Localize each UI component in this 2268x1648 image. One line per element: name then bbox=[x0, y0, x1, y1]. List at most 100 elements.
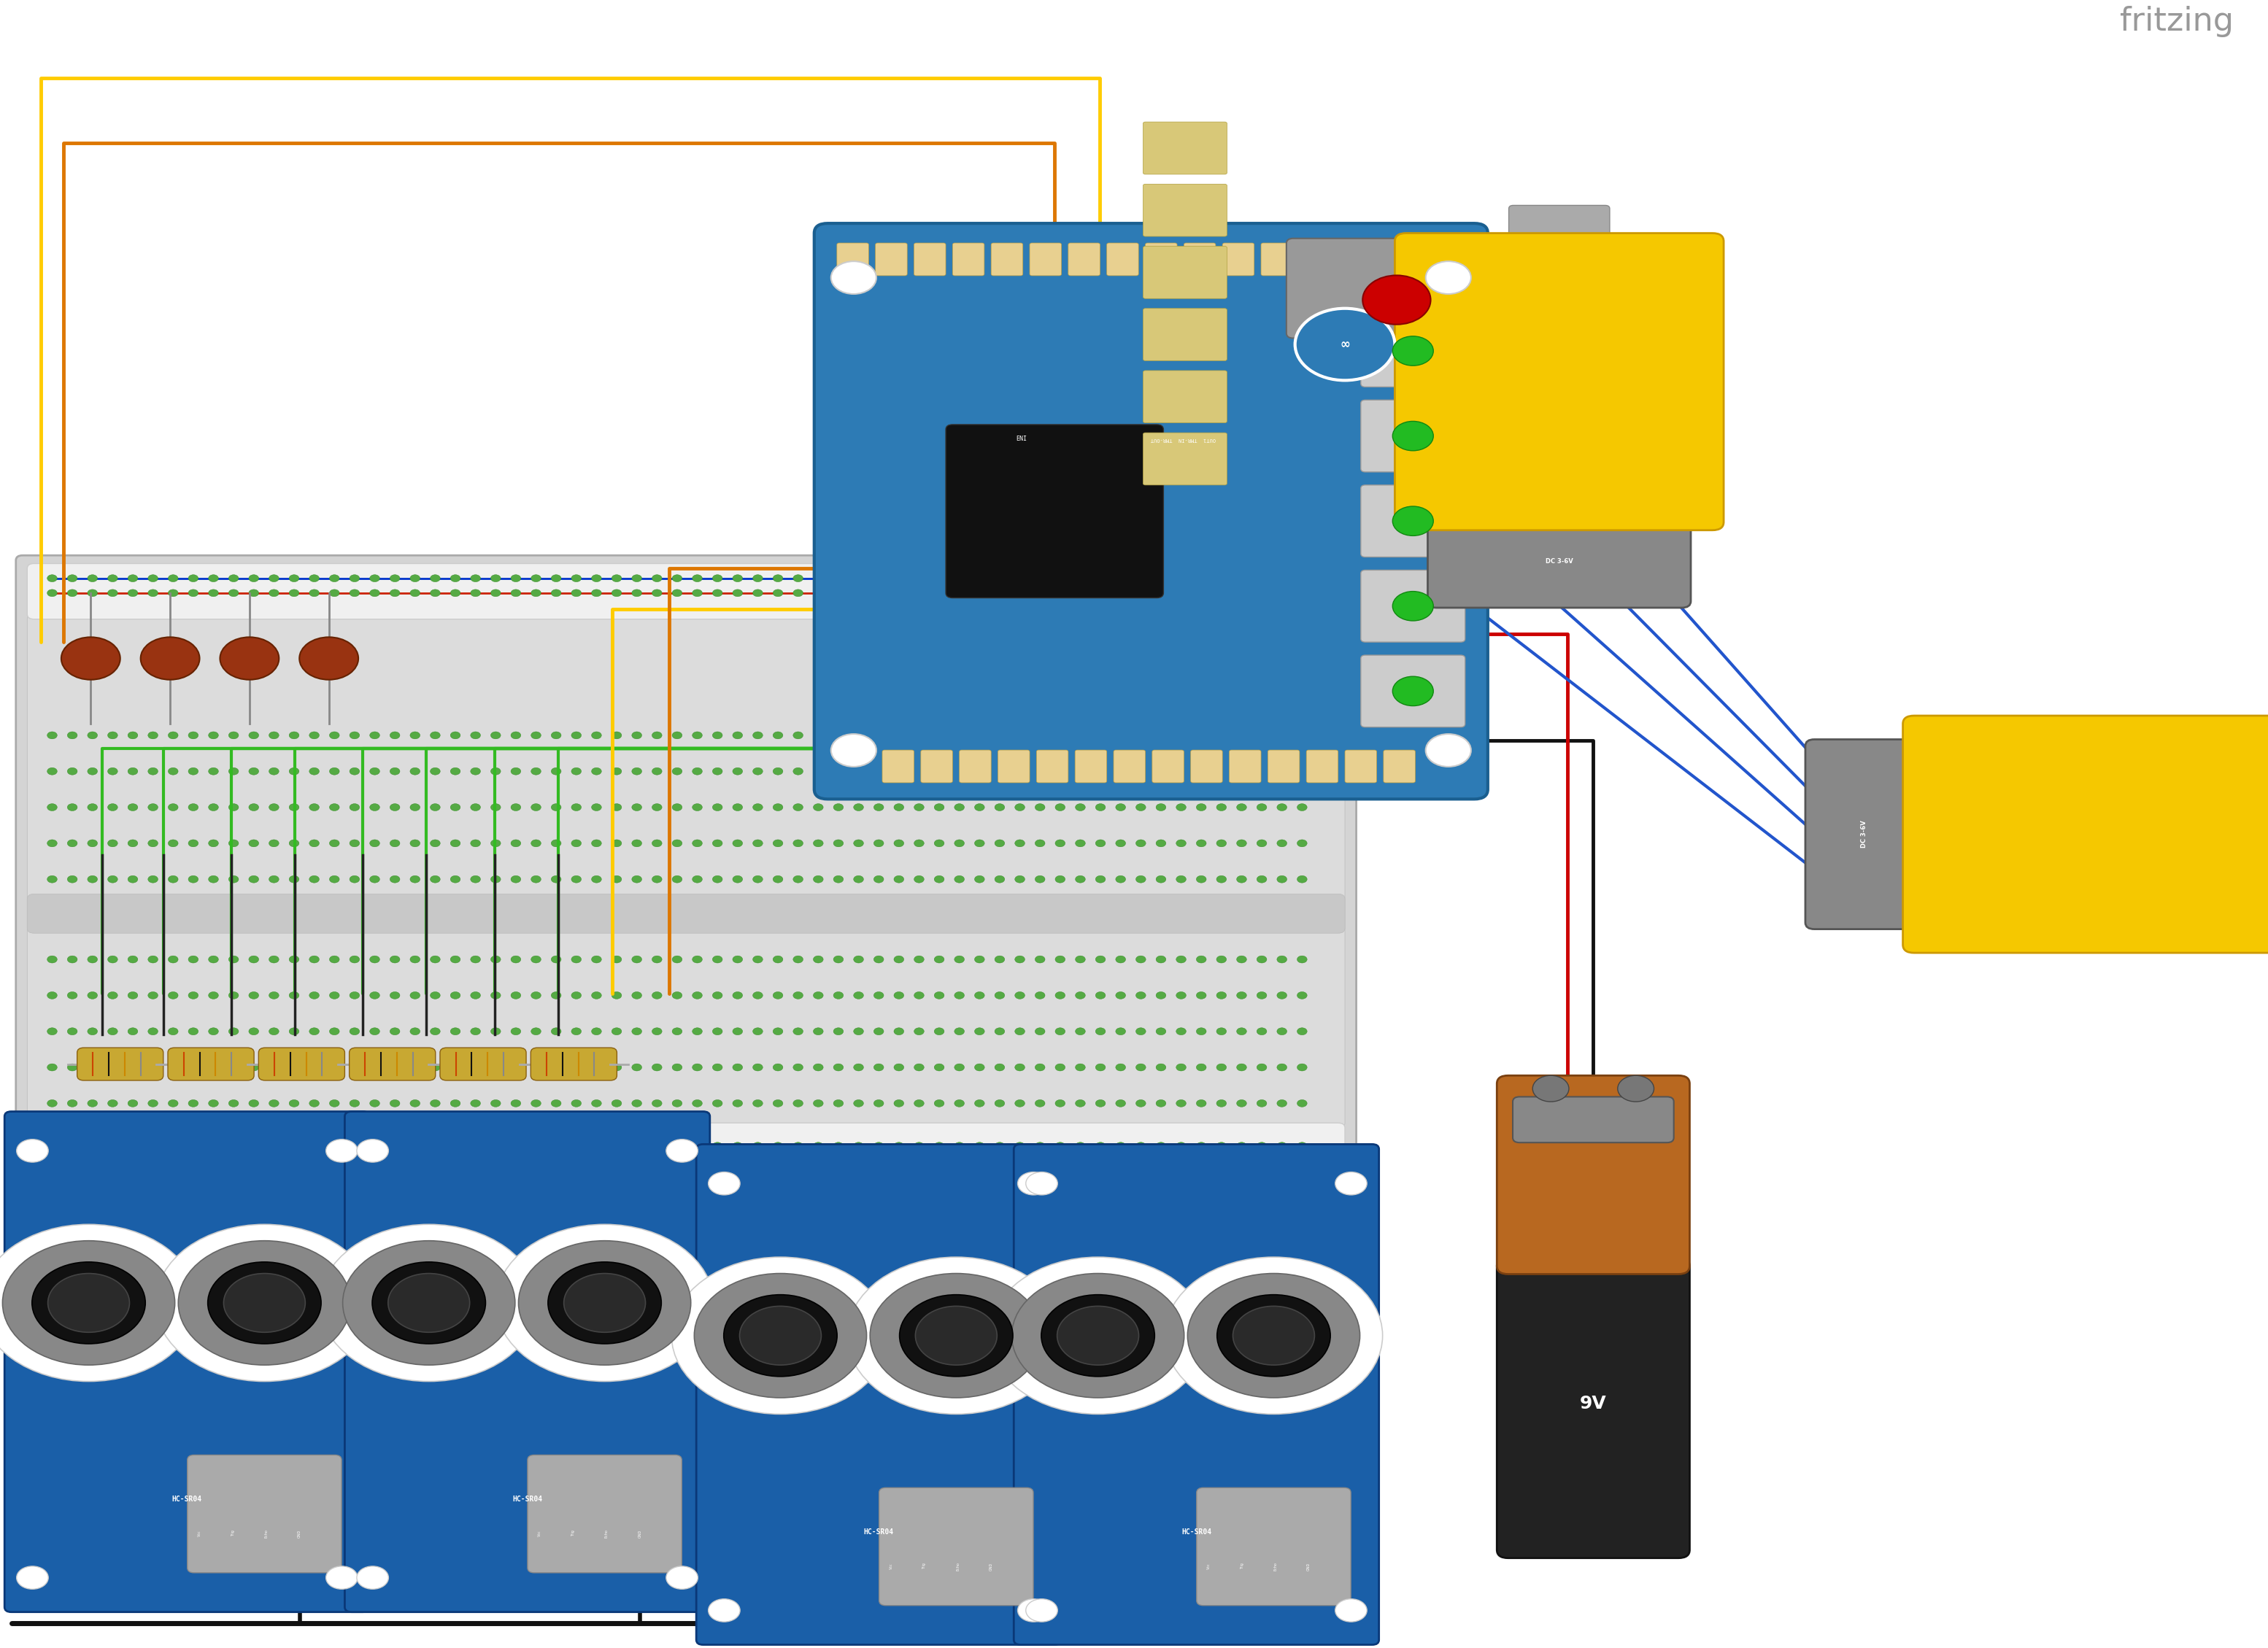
Circle shape bbox=[288, 575, 299, 582]
Circle shape bbox=[1177, 839, 1186, 847]
Circle shape bbox=[733, 1157, 742, 1163]
Circle shape bbox=[1075, 768, 1086, 775]
Circle shape bbox=[814, 992, 823, 999]
Circle shape bbox=[914, 956, 923, 962]
Circle shape bbox=[832, 575, 844, 582]
Circle shape bbox=[572, 1063, 581, 1071]
Circle shape bbox=[469, 992, 481, 999]
Circle shape bbox=[370, 839, 379, 847]
Circle shape bbox=[147, 732, 159, 738]
Circle shape bbox=[914, 992, 923, 999]
Circle shape bbox=[1034, 1099, 1046, 1107]
Circle shape bbox=[753, 1157, 762, 1163]
FancyBboxPatch shape bbox=[1383, 750, 1415, 783]
Circle shape bbox=[431, 1063, 440, 1071]
FancyBboxPatch shape bbox=[953, 242, 984, 275]
Circle shape bbox=[894, 875, 905, 883]
FancyBboxPatch shape bbox=[946, 425, 1163, 598]
Circle shape bbox=[1177, 1099, 1186, 1107]
Circle shape bbox=[147, 1099, 159, 1107]
Circle shape bbox=[794, 1157, 803, 1163]
Circle shape bbox=[612, 1099, 621, 1107]
Circle shape bbox=[1277, 839, 1286, 847]
Circle shape bbox=[914, 768, 923, 775]
FancyBboxPatch shape bbox=[1497, 1076, 1690, 1274]
Circle shape bbox=[188, 590, 197, 597]
Circle shape bbox=[733, 590, 742, 597]
FancyBboxPatch shape bbox=[1268, 750, 1300, 783]
Circle shape bbox=[1136, 575, 1145, 582]
Circle shape bbox=[1116, 875, 1125, 883]
Circle shape bbox=[1075, 839, 1086, 847]
Circle shape bbox=[651, 732, 662, 738]
Circle shape bbox=[147, 768, 159, 775]
Circle shape bbox=[229, 575, 238, 582]
Circle shape bbox=[1095, 804, 1105, 811]
Circle shape bbox=[308, 1099, 320, 1107]
FancyBboxPatch shape bbox=[875, 242, 907, 275]
Circle shape bbox=[1055, 875, 1066, 883]
Circle shape bbox=[1177, 575, 1186, 582]
Circle shape bbox=[510, 1099, 522, 1107]
Circle shape bbox=[975, 1028, 984, 1035]
Circle shape bbox=[288, 956, 299, 962]
FancyBboxPatch shape bbox=[345, 1111, 710, 1612]
Circle shape bbox=[873, 1099, 885, 1107]
Circle shape bbox=[147, 575, 159, 582]
Circle shape bbox=[671, 575, 683, 582]
Circle shape bbox=[1014, 1157, 1025, 1163]
Circle shape bbox=[1116, 732, 1125, 738]
Circle shape bbox=[370, 1157, 379, 1163]
Circle shape bbox=[288, 1157, 299, 1163]
Circle shape bbox=[249, 1099, 259, 1107]
Circle shape bbox=[188, 1157, 197, 1163]
Circle shape bbox=[1034, 1028, 1046, 1035]
Circle shape bbox=[451, 732, 460, 738]
Circle shape bbox=[794, 1028, 803, 1035]
Circle shape bbox=[733, 1063, 742, 1071]
Circle shape bbox=[88, 839, 98, 847]
Circle shape bbox=[814, 1028, 823, 1035]
Circle shape bbox=[712, 590, 723, 597]
Circle shape bbox=[349, 1028, 361, 1035]
Circle shape bbox=[249, 768, 259, 775]
Circle shape bbox=[551, 804, 560, 811]
Circle shape bbox=[370, 1142, 379, 1149]
Circle shape bbox=[490, 1028, 501, 1035]
Circle shape bbox=[1277, 575, 1286, 582]
Circle shape bbox=[48, 992, 57, 999]
Circle shape bbox=[873, 956, 885, 962]
Circle shape bbox=[651, 575, 662, 582]
Circle shape bbox=[68, 839, 77, 847]
Circle shape bbox=[712, 768, 723, 775]
Circle shape bbox=[48, 875, 57, 883]
Circle shape bbox=[753, 992, 762, 999]
Circle shape bbox=[209, 768, 218, 775]
Circle shape bbox=[370, 1063, 379, 1071]
Circle shape bbox=[48, 768, 57, 775]
Circle shape bbox=[188, 1028, 197, 1035]
Circle shape bbox=[469, 732, 481, 738]
Circle shape bbox=[329, 839, 340, 847]
Circle shape bbox=[633, 732, 642, 738]
Circle shape bbox=[229, 956, 238, 962]
Circle shape bbox=[612, 768, 621, 775]
Text: GND: GND bbox=[989, 1562, 993, 1571]
Circle shape bbox=[934, 1099, 943, 1107]
Text: GND: GND bbox=[297, 1529, 302, 1538]
Circle shape bbox=[147, 590, 159, 597]
Circle shape bbox=[1116, 839, 1125, 847]
Circle shape bbox=[431, 875, 440, 883]
Circle shape bbox=[68, 590, 77, 597]
Circle shape bbox=[1136, 732, 1145, 738]
Circle shape bbox=[612, 1157, 621, 1163]
Circle shape bbox=[519, 1241, 692, 1365]
FancyBboxPatch shape bbox=[440, 1048, 526, 1081]
Circle shape bbox=[431, 732, 440, 738]
Circle shape bbox=[469, 1157, 481, 1163]
Circle shape bbox=[671, 1028, 683, 1035]
Circle shape bbox=[1195, 1028, 1207, 1035]
Circle shape bbox=[107, 590, 118, 597]
Circle shape bbox=[1136, 768, 1145, 775]
Circle shape bbox=[975, 804, 984, 811]
